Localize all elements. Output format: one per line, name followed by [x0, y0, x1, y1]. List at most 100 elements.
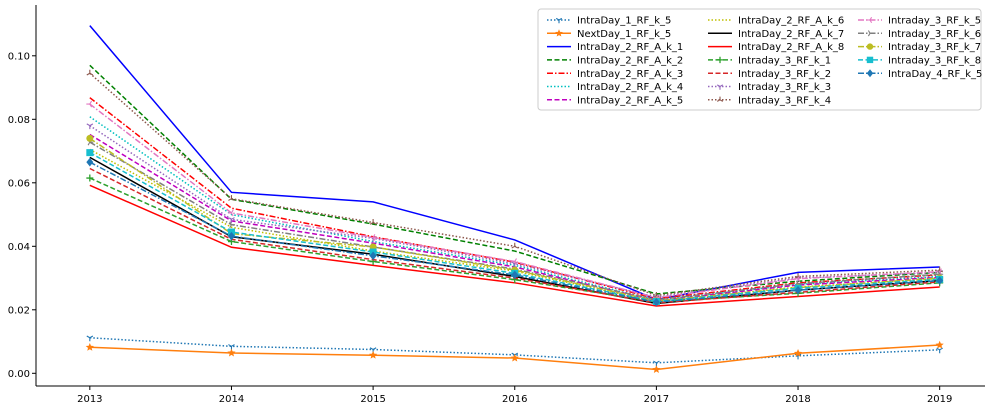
series-3 [89, 25, 940, 301]
legend-item: IntraDay_2_RF_A_k_3 [547, 69, 683, 80]
legend-item: Intraday_3_RF_k_1 [708, 56, 831, 67]
axes [35, 5, 985, 387]
legend-label: NextDay_1_RF_k_5 [577, 29, 671, 40]
legend-item: Intraday_3_RF_k_2 [708, 69, 831, 80]
legend-label: Intraday_3_RF_k_2 [738, 69, 831, 80]
legend-item: IntraDay_2_RF_A_k_5 [547, 95, 683, 106]
legend-item: Intraday_3_RF_k_7 [858, 42, 981, 53]
data-point [555, 17, 563, 24]
x-tick-label: 2014 [219, 394, 244, 405]
legend-label: IntraDay_4_RF_k_5 [888, 69, 982, 80]
legend-label: Intraday_3_RF_k_5 [888, 16, 981, 27]
x-tick-label: 2019 [927, 394, 952, 405]
data-point [936, 347, 943, 354]
legend-label: Intraday_3_RF_k_4 [738, 95, 831, 106]
legend-item: IntraDay_2_RF_A_k_7 [708, 29, 844, 40]
legend-label: Intraday_3_RF_k_6 [888, 29, 981, 40]
legend-label: IntraDay_2_RF_A_k_7 [738, 29, 844, 40]
data-point [369, 218, 377, 225]
x-tick-label: 2015 [360, 394, 385, 405]
data-point [511, 270, 519, 280]
x-ticks: 2013 2014 2015 2016 2017 2018 2019 [77, 386, 952, 405]
data-point [229, 221, 235, 229]
x-tick-label: 2013 [77, 394, 102, 405]
legend-item: Intraday_3_RF_k_4 [708, 95, 831, 106]
data-point [86, 174, 94, 182]
series-line [89, 25, 940, 301]
data-point [86, 149, 94, 157]
legend-label: IntraDay_2_RF_A_k_1 [577, 42, 683, 53]
series-19 [86, 157, 944, 307]
legend-label: IntraDay_2_RF_A_k_8 [738, 42, 844, 53]
data-point [867, 30, 874, 37]
data-point [227, 209, 234, 217]
data-point [86, 335, 94, 342]
data-point [228, 217, 235, 223]
legend-frame [537, 8, 982, 111]
plot-area [85, 25, 944, 373]
legend-label: Intraday_3_RF_k_3 [738, 82, 831, 93]
legend-item: IntraDay_2_RF_A_k_6 [708, 16, 844, 27]
data-point [86, 69, 94, 76]
data-point [86, 157, 94, 167]
x-tick-label: 2017 [644, 394, 669, 405]
data-point [866, 56, 874, 64]
legend: IntraDay_1_RF_k_5 NextDay_1_RF_k_5 IntraDa… [537, 8, 982, 111]
legend-label: IntraDay_2_RF_A_k_4 [577, 82, 683, 93]
data-point [555, 29, 563, 37]
data-point [369, 251, 377, 261]
data-point [716, 84, 724, 90]
series-14 [86, 69, 943, 298]
data-point [935, 340, 944, 349]
data-point [652, 297, 660, 307]
legend-label: IntraDay_1_RF_k_5 [577, 16, 671, 27]
data-point [794, 285, 802, 295]
x-tick-label: 2016 [502, 394, 527, 405]
x-tick-label: 2018 [785, 394, 810, 405]
data-point [369, 234, 376, 241]
data-point [866, 16, 873, 24]
data-point [86, 123, 94, 130]
legend-item: IntraDay_1_RF_k_5 [547, 16, 671, 27]
data-point [936, 276, 944, 285]
legend-item: Intraday_3_RF_k_6 [858, 29, 981, 40]
y-tick-label: 0.10 [8, 51, 30, 62]
data-point [369, 350, 378, 359]
legend-item: NextDay_1_RF_k_5 [547, 29, 671, 40]
data-point [227, 231, 235, 241]
data-point [794, 275, 801, 283]
data-point [716, 56, 724, 64]
data-point [510, 353, 519, 362]
y-tick-label: 0.02 [8, 305, 30, 316]
legend-label: Intraday_3_RF_k_7 [888, 42, 981, 53]
legend-item: IntraDay_2_RF_A_k_1 [547, 42, 683, 53]
legend-item: IntraDay_2_RF_A_k_4 [547, 82, 683, 93]
data-point [866, 69, 874, 78]
data-point [793, 349, 803, 357]
legend-item: IntraDay_2_RF_A_k_2 [547, 56, 683, 67]
data-point [85, 342, 94, 351]
data-point [86, 134, 94, 142]
y-tick-label: 0.00 [8, 369, 30, 380]
data-point [652, 365, 661, 373]
legend-label: Intraday_3_RF_k_8 [888, 56, 981, 67]
data-point [511, 242, 519, 249]
data-point [511, 258, 517, 265]
legend-label: IntraDay_2_RF_A_k_3 [577, 69, 683, 80]
y-ticks: 0.00 0.02 0.04 0.06 0.08 0.10 [8, 51, 36, 380]
legend-item: IntraDay_2_RF_A_k_8 [708, 42, 844, 53]
data-point [716, 96, 724, 102]
series-1 [86, 335, 943, 367]
legend-label: IntraDay_2_RF_A_k_6 [738, 16, 844, 27]
legend-item: Intraday_3_RF_k_8 [858, 56, 981, 67]
series-2 [85, 340, 944, 373]
y-tick-label: 0.08 [8, 115, 30, 126]
data-point [227, 348, 236, 357]
y-tick-label: 0.04 [8, 242, 30, 253]
legend-item: IntraDay_4_RF_k_5 [858, 69, 982, 80]
data-point [866, 43, 874, 50]
legend-label: IntraDay_2_RF_A_k_2 [577, 56, 683, 67]
legend-label: IntraDay_2_RF_A_k_5 [577, 95, 683, 106]
legend-item: Intraday_3_RF_k_5 [858, 16, 981, 27]
